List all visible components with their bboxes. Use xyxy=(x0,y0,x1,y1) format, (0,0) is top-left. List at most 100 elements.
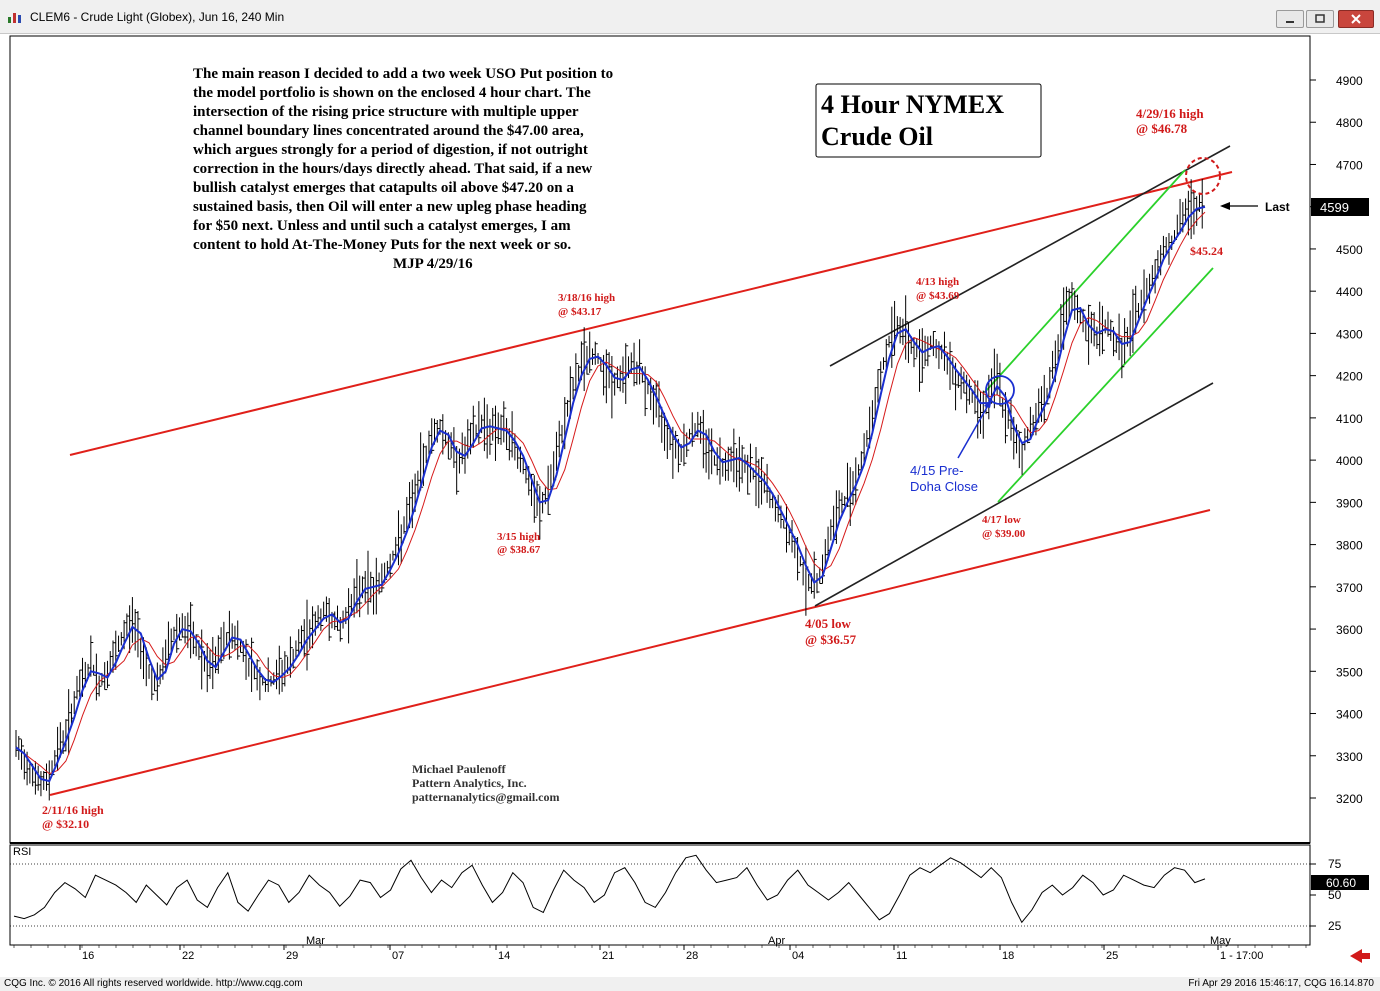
annotation-apr15-line1: 4/15 Pre- xyxy=(910,463,963,478)
status-bar: CQG Inc. © 2016 All rights reserved worl… xyxy=(0,977,1380,991)
x-tick-label: 28 xyxy=(686,950,698,962)
price-panel xyxy=(9,35,1311,844)
commentary-line: intersection of the rising price structu… xyxy=(193,104,579,120)
rsi-line xyxy=(13,854,1206,924)
annotation-apr05-line1: 4/05 low xyxy=(805,616,851,631)
scroll-left-icon[interactable] xyxy=(1350,949,1362,963)
annotation-mar15: 3/15 high @ $38.67 xyxy=(497,531,541,556)
apr15-circle xyxy=(985,375,1015,405)
x-tick-label: 29 xyxy=(286,950,298,962)
annotation-apr17-line2: @ $39.00 xyxy=(982,528,1026,540)
x-tick-label: 07 xyxy=(392,950,404,962)
annotation-apr05-line2: @ $36.57 xyxy=(805,632,857,647)
close-icon xyxy=(1351,14,1361,24)
annotation-apr29-line1: 4/29/16 high xyxy=(1136,106,1204,121)
rsi-value-box xyxy=(1311,875,1369,890)
commentary-line: The main reason I decided to add a two w… xyxy=(193,66,613,82)
annotation-apr17-line1: 4/17 low xyxy=(982,514,1021,526)
x-month-label: Mar xyxy=(306,935,325,947)
title-box-line2: Crude Oil xyxy=(821,122,933,151)
last-value: 4599 xyxy=(1320,200,1349,215)
y-tick-label: 4300 xyxy=(1336,327,1363,341)
x-month-label: May xyxy=(1210,935,1231,947)
x-tick-label: 1 - 17:00 xyxy=(1220,950,1263,962)
rsi-last-value: 60.60 xyxy=(1326,876,1356,890)
annotation-last-low: $45.24 xyxy=(1190,244,1223,258)
title-box-line1: 4 Hour NYMEX xyxy=(821,90,1004,119)
rsi-series xyxy=(13,854,1206,924)
y-tick-label: 3800 xyxy=(1336,539,1363,553)
annotation-apr13: 4/13 high @ $43.69 xyxy=(916,276,960,302)
title-box xyxy=(815,83,1042,158)
x-tick-label: 25 xyxy=(1106,950,1118,962)
y-tick-label: 3300 xyxy=(1336,750,1363,764)
minimize-icon xyxy=(1286,21,1294,23)
commentary-line: bullish catalyst emerges that catapults … xyxy=(193,180,574,196)
annotation-apr17: 4/17 low @ $39.00 xyxy=(982,514,1026,540)
price-chart[interactable]: 3200 3300 3400 3500 3600 3700 3800 3900 4000 4100… xyxy=(0,34,1380,977)
y-tick-label: 4500 xyxy=(1336,243,1363,257)
y-tick-label: 4800 xyxy=(1336,116,1363,130)
rsi-tick-label: 25 xyxy=(1328,919,1342,933)
rsi-label: RSI xyxy=(13,846,31,858)
trendline xyxy=(829,145,1231,367)
x-axis: 16 22 29 07 14 21 28 04 11 18 25 1 - 17:00 Mar Apr May xyxy=(13,935,1307,962)
x-tick-label: 14 xyxy=(498,950,510,962)
rsi-y-axis: 25 50 75 xyxy=(10,857,1342,933)
restore-button[interactable] xyxy=(1306,10,1334,28)
annotation-apr05: 4/05 low @ $36.57 xyxy=(805,616,857,647)
annotation-apr29: 4/29/16 high @ $46.78 xyxy=(1136,106,1204,136)
x-tick-label: 04 xyxy=(792,950,804,962)
y-tick-label: 4000 xyxy=(1336,454,1363,468)
y-tick-label: 4900 xyxy=(1336,74,1363,88)
author-name: Michael Paulenoff xyxy=(412,762,507,776)
x-tick-label: 11 xyxy=(896,950,907,962)
close-button[interactable] xyxy=(1338,10,1374,28)
annotation-apr29-line2: @ $46.78 xyxy=(1136,121,1188,136)
commentary-line: sustained basis, then Oil will enter a n… xyxy=(193,199,587,215)
window-titlebar: CLEM6 - Crude Light (Globex), Jun 16, 24… xyxy=(0,0,1380,34)
apr29-high-circle xyxy=(1185,157,1221,195)
scroll-left-icon-tail xyxy=(1360,953,1370,959)
annotation-mar18-line1: 3/18/16 high xyxy=(558,292,615,304)
status-timestamp: Fri Apr 29 2016 15:46:17, CQG 16.14.870 xyxy=(1188,978,1374,989)
trendline xyxy=(69,171,1233,456)
trendline xyxy=(984,169,1186,393)
commentary-line: the model portfolio is shown on the encl… xyxy=(193,85,591,101)
commentary-line: correction in the hours/days directly ah… xyxy=(193,161,592,177)
y-tick-label: 3700 xyxy=(1336,581,1363,595)
annotation-apr15: 4/15 Pre- Doha Close xyxy=(910,463,978,494)
apr15-arrow xyxy=(957,401,991,459)
last-arrow-icon xyxy=(1220,202,1230,210)
rsi-tick-label: 75 xyxy=(1328,857,1342,871)
y-tick-label: 4400 xyxy=(1336,285,1363,299)
y-tick-label: 4200 xyxy=(1336,370,1363,384)
minimize-button[interactable] xyxy=(1276,10,1304,28)
rsi-tick-label: 50 xyxy=(1328,888,1342,902)
annotation-mar18: 3/18/16 high @ $43.17 xyxy=(558,292,615,318)
annotation-mar15-line2: @ $38.67 xyxy=(497,544,541,556)
annotation-feb11-line1: 2/11/16 high xyxy=(42,803,104,817)
annotation-apr13-line2: @ $43.69 xyxy=(916,290,960,302)
rsi-panel xyxy=(9,844,1311,946)
annotation-mar15-line1: 3/15 high xyxy=(497,531,540,543)
annotation-apr13-line1: 4/13 high xyxy=(916,276,959,288)
trendline xyxy=(814,382,1214,607)
commentary-line: channel boundary lines concentrated arou… xyxy=(193,123,584,139)
y-tick-label: 3600 xyxy=(1336,623,1363,637)
commentary-line: which argues strongly for a period of di… xyxy=(193,142,588,158)
commentary-signature: MJP 4/29/16 xyxy=(393,256,473,272)
last-label: Last xyxy=(1265,200,1290,214)
y-tick-label: 4700 xyxy=(1336,158,1363,172)
trendlines xyxy=(49,145,1233,796)
annotation-apr15-line2: Doha Close xyxy=(910,479,978,494)
commentary-line: for $50 next. Unless and until such a ca… xyxy=(193,218,571,234)
window-title: CLEM6 - Crude Light (Globex), Jun 16, 24… xyxy=(30,10,285,24)
trendline xyxy=(997,267,1214,503)
y-axis: 3200 3300 3400 3500 3600 3700 3800 3900 4000 4100… xyxy=(1310,74,1363,806)
app-icon xyxy=(8,13,21,23)
y-tick-label: 3200 xyxy=(1336,792,1363,806)
x-tick-label: 18 xyxy=(1002,950,1014,962)
trendline xyxy=(49,509,1211,796)
commentary-text: The main reason I decided to add a two w… xyxy=(193,66,613,253)
